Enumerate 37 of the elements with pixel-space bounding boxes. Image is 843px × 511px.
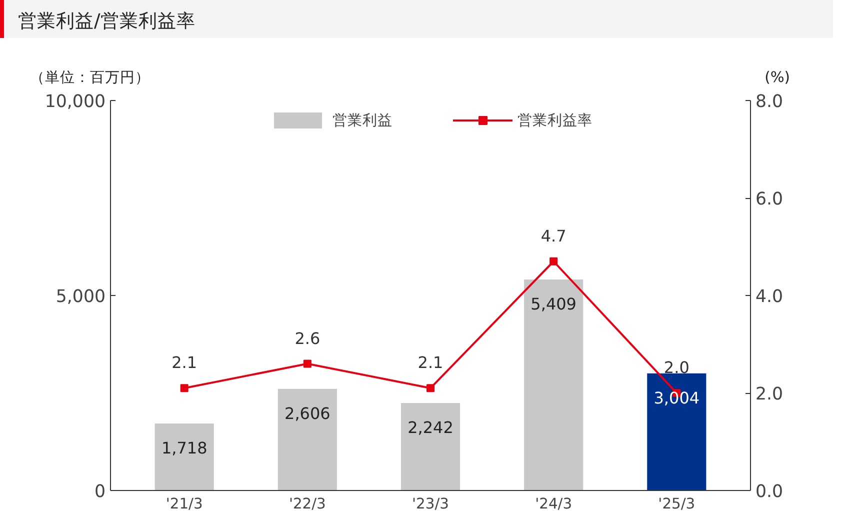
data-label: 2.0 bbox=[664, 358, 690, 377]
bar bbox=[647, 373, 706, 490]
point bbox=[303, 360, 312, 368]
y2-tick-label: 0.0 bbox=[756, 482, 784, 502]
y2-tick-label: 6.0 bbox=[756, 190, 784, 210]
x-tick-label: '25/3 bbox=[658, 496, 696, 511]
x-tick-label: '22/3 bbox=[288, 496, 326, 511]
chart-title: 営業利益/営業利益率 bbox=[18, 10, 196, 34]
y2-tick-label: 2.0 bbox=[756, 384, 784, 404]
y-axis-title: （単位：百万円） bbox=[30, 68, 150, 88]
x-tick-label: '24/3 bbox=[535, 496, 572, 511]
legend-label: 営業利益 bbox=[332, 110, 392, 130]
x-tick-label: '21/3 bbox=[166, 496, 203, 511]
data-label: 2.1 bbox=[418, 353, 444, 372]
point bbox=[180, 384, 188, 392]
y2-tick-label: 8.0 bbox=[756, 92, 784, 112]
data-label: 3,004 bbox=[654, 388, 700, 408]
data-label: 2.1 bbox=[172, 353, 198, 372]
point bbox=[550, 257, 558, 266]
data-label: 2,606 bbox=[284, 404, 330, 423]
y2-tick-label: 4.0 bbox=[756, 287, 784, 307]
legend-label: 営業利益率 bbox=[518, 110, 592, 130]
bar bbox=[154, 424, 214, 490]
data-label: 2.6 bbox=[294, 328, 320, 348]
y-tick-label: 10,000 bbox=[44, 92, 106, 112]
data-label: 4.7 bbox=[540, 226, 566, 246]
x-tick-label: '23/3 bbox=[412, 496, 449, 511]
y2-axis-title: (%) bbox=[764, 68, 790, 88]
bar bbox=[278, 388, 337, 490]
bar bbox=[524, 280, 584, 490]
data-label: 5,409 bbox=[530, 294, 576, 314]
data-label: 2,242 bbox=[408, 418, 454, 438]
y-tick-label: 5,000 bbox=[56, 287, 106, 307]
bar bbox=[400, 403, 460, 490]
y-tick-label: 0 bbox=[94, 482, 106, 502]
data-label: 1,718 bbox=[161, 438, 208, 458]
point bbox=[426, 384, 434, 392]
